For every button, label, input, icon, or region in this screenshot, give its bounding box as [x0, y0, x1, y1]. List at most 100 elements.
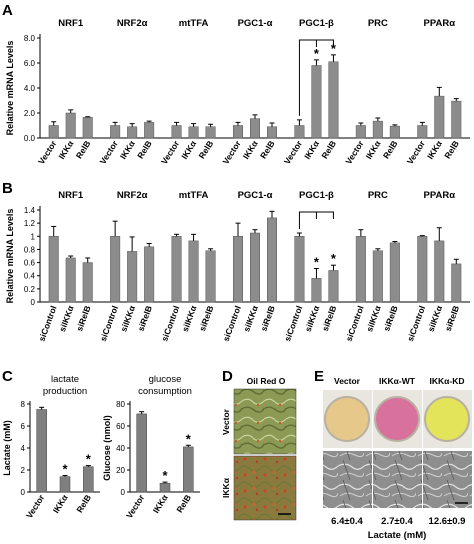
y-tick-label: 80	[116, 400, 125, 409]
bar	[83, 466, 94, 493]
panel-b-chart: 0 0.2 0.4 0.6 0.8 1 1.2 1.4 Relative mRNA Levels…	[5, 190, 470, 343]
cells-image-vector	[323, 451, 372, 508]
category-label: siControl	[159, 304, 181, 342]
gene-label: NRF1	[58, 190, 84, 201]
cells-image-ikka-wt	[373, 451, 422, 508]
bar	[372, 120, 383, 139]
panel-e: Vector IKKα-WT IKKα-KD 6.4±0.4 2.7±0.4 1…	[323, 376, 472, 541]
bar	[311, 278, 322, 303]
panel-label-b: B	[2, 180, 13, 197]
category-label: siRelB	[320, 304, 338, 332]
y-tick-label: 2.0	[24, 109, 36, 118]
bar	[136, 413, 147, 493]
category-label: siIKKα	[426, 304, 445, 333]
lactate-value-ikka-wt: 2.7±0.4	[381, 516, 413, 527]
gene-label: mtTFA	[179, 190, 209, 201]
lactate-value-vector: 6.4±0.4	[331, 516, 363, 527]
panel-e-col-ikka-wt: IKKα-WT	[379, 376, 416, 386]
significance-star: *	[62, 462, 68, 477]
oil-red-o-vector-image	[233, 388, 297, 455]
category-label: siRelB	[381, 304, 399, 332]
panel-label-e: E	[314, 368, 324, 385]
gene-label: PGC1-α	[238, 18, 273, 29]
significance-star: *	[314, 254, 320, 269]
bar	[144, 246, 155, 303]
bar	[451, 263, 462, 303]
bar	[65, 112, 76, 139]
oil-red-o-ikka-image	[233, 455, 297, 521]
y-axis-label: Glucose (nmol)	[102, 415, 112, 481]
y-tick-label: 1.4	[24, 206, 36, 215]
y-axis-label: Relative mRNA Levels	[5, 41, 15, 136]
y-tick-label: 0	[21, 488, 26, 497]
category-label: RelB	[258, 139, 277, 161]
category-label: IKKα	[302, 138, 321, 161]
bar	[188, 126, 199, 139]
bar	[250, 118, 260, 139]
bar	[294, 236, 305, 303]
category-label: siControl	[221, 304, 243, 342]
gene-label: PRC	[368, 190, 388, 201]
significance-star: *	[314, 46, 320, 61]
bar	[159, 482, 171, 493]
panel-a-chart: 0.0 2.0 4.0 6.0 8.0 Relative mRNA Levels NRF1 V…	[5, 18, 470, 166]
category-label: Vector	[124, 492, 147, 520]
oil-red-o-row-ikka: IKKα	[221, 477, 231, 498]
y-tick-label: 40	[116, 444, 125, 453]
significance-star: *	[331, 41, 337, 56]
significance-star: *	[331, 251, 337, 266]
category-label: RelB	[174, 493, 193, 515]
y-axis-label: Relative mRNA Levels	[5, 209, 15, 304]
y-tick-label: 20	[116, 466, 125, 475]
bar	[144, 122, 155, 139]
bar	[110, 125, 121, 139]
category-label: siIKKα	[241, 304, 260, 333]
category-label: Vector	[159, 138, 182, 166]
category-label: RelB	[319, 139, 338, 161]
bar	[82, 262, 93, 303]
category-label: RelB	[381, 139, 400, 161]
bar	[328, 61, 339, 139]
gene-label: PGC1-β	[299, 18, 334, 29]
y-tick-label: 1	[31, 232, 36, 241]
bar	[82, 117, 93, 139]
gene-label: mtTFA	[179, 18, 209, 29]
bar	[417, 125, 428, 139]
bar	[372, 250, 383, 303]
bar	[355, 236, 366, 303]
bar	[389, 125, 400, 139]
oil-red-o-row-vector: Vector	[221, 408, 231, 435]
significance-bracket-inner	[299, 39, 317, 47]
y-tick-label: 4.0	[24, 84, 36, 93]
panel-label-a: A	[2, 2, 13, 19]
y-tick-label: 8.0	[24, 34, 36, 43]
bar	[205, 126, 216, 139]
bar	[250, 232, 260, 303]
bar	[417, 236, 428, 303]
category-label: IKKα	[118, 138, 137, 161]
category-label: IKKα	[51, 492, 70, 515]
lactate-unit-label: Lactate (mM)	[368, 530, 427, 541]
y-tick-label: 0	[121, 488, 126, 497]
category-label: RelB	[442, 139, 461, 161]
y-tick-label: 2	[21, 466, 26, 475]
category-label: RelB	[197, 139, 216, 161]
category-label: siIKKα	[364, 304, 383, 333]
gene-label: PRC	[368, 18, 388, 29]
bar	[127, 251, 138, 303]
bar	[48, 236, 59, 303]
cells-image-ikka-kd	[423, 451, 472, 508]
significance-bracket-inner	[299, 211, 317, 219]
category-label: siControl	[36, 304, 58, 342]
oil-red-o-title: Oil Red O	[247, 376, 286, 386]
category-label: siRelB	[197, 304, 215, 332]
bar	[36, 409, 47, 493]
bar	[183, 446, 194, 493]
bar	[267, 217, 277, 303]
category-label: Vector	[405, 138, 428, 166]
category-label: siRelB	[258, 304, 276, 332]
category-label: siControl	[405, 304, 427, 342]
y-tick-label: 0.0	[24, 134, 36, 143]
